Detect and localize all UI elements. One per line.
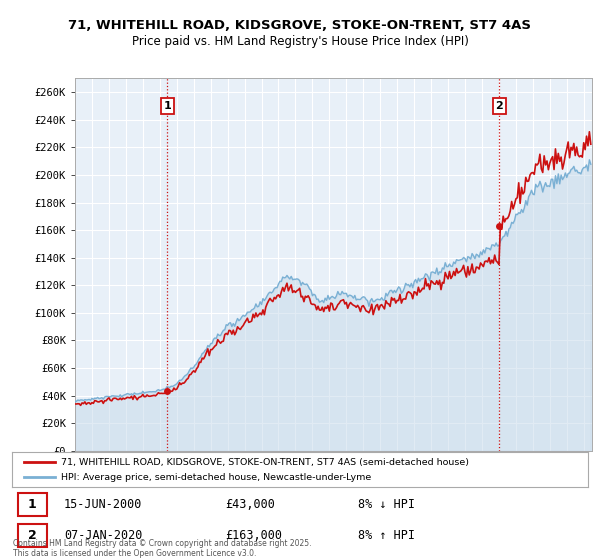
- Text: 2: 2: [28, 529, 37, 542]
- Text: 07-JAN-2020: 07-JAN-2020: [64, 529, 142, 542]
- Text: 2: 2: [496, 101, 503, 111]
- Text: 8% ↑ HPI: 8% ↑ HPI: [358, 529, 415, 542]
- Text: 1: 1: [164, 101, 171, 111]
- Text: 71, WHITEHILL ROAD, KIDSGROVE, STOKE-ON-TRENT, ST7 4AS: 71, WHITEHILL ROAD, KIDSGROVE, STOKE-ON-…: [68, 18, 532, 32]
- Text: 71, WHITEHILL ROAD, KIDSGROVE, STOKE-ON-TRENT, ST7 4AS (semi-detached house): 71, WHITEHILL ROAD, KIDSGROVE, STOKE-ON-…: [61, 458, 469, 466]
- FancyBboxPatch shape: [18, 524, 47, 547]
- Text: £43,000: £43,000: [225, 498, 275, 511]
- Text: £163,000: £163,000: [225, 529, 282, 542]
- Text: Price paid vs. HM Land Registry's House Price Index (HPI): Price paid vs. HM Land Registry's House …: [131, 35, 469, 49]
- Text: 1: 1: [28, 498, 37, 511]
- FancyBboxPatch shape: [18, 493, 47, 516]
- Text: Contains HM Land Registry data © Crown copyright and database right 2025.
This d: Contains HM Land Registry data © Crown c…: [13, 539, 312, 558]
- Text: HPI: Average price, semi-detached house, Newcastle-under-Lyme: HPI: Average price, semi-detached house,…: [61, 473, 371, 482]
- Text: 8% ↓ HPI: 8% ↓ HPI: [358, 498, 415, 511]
- Text: 15-JUN-2000: 15-JUN-2000: [64, 498, 142, 511]
